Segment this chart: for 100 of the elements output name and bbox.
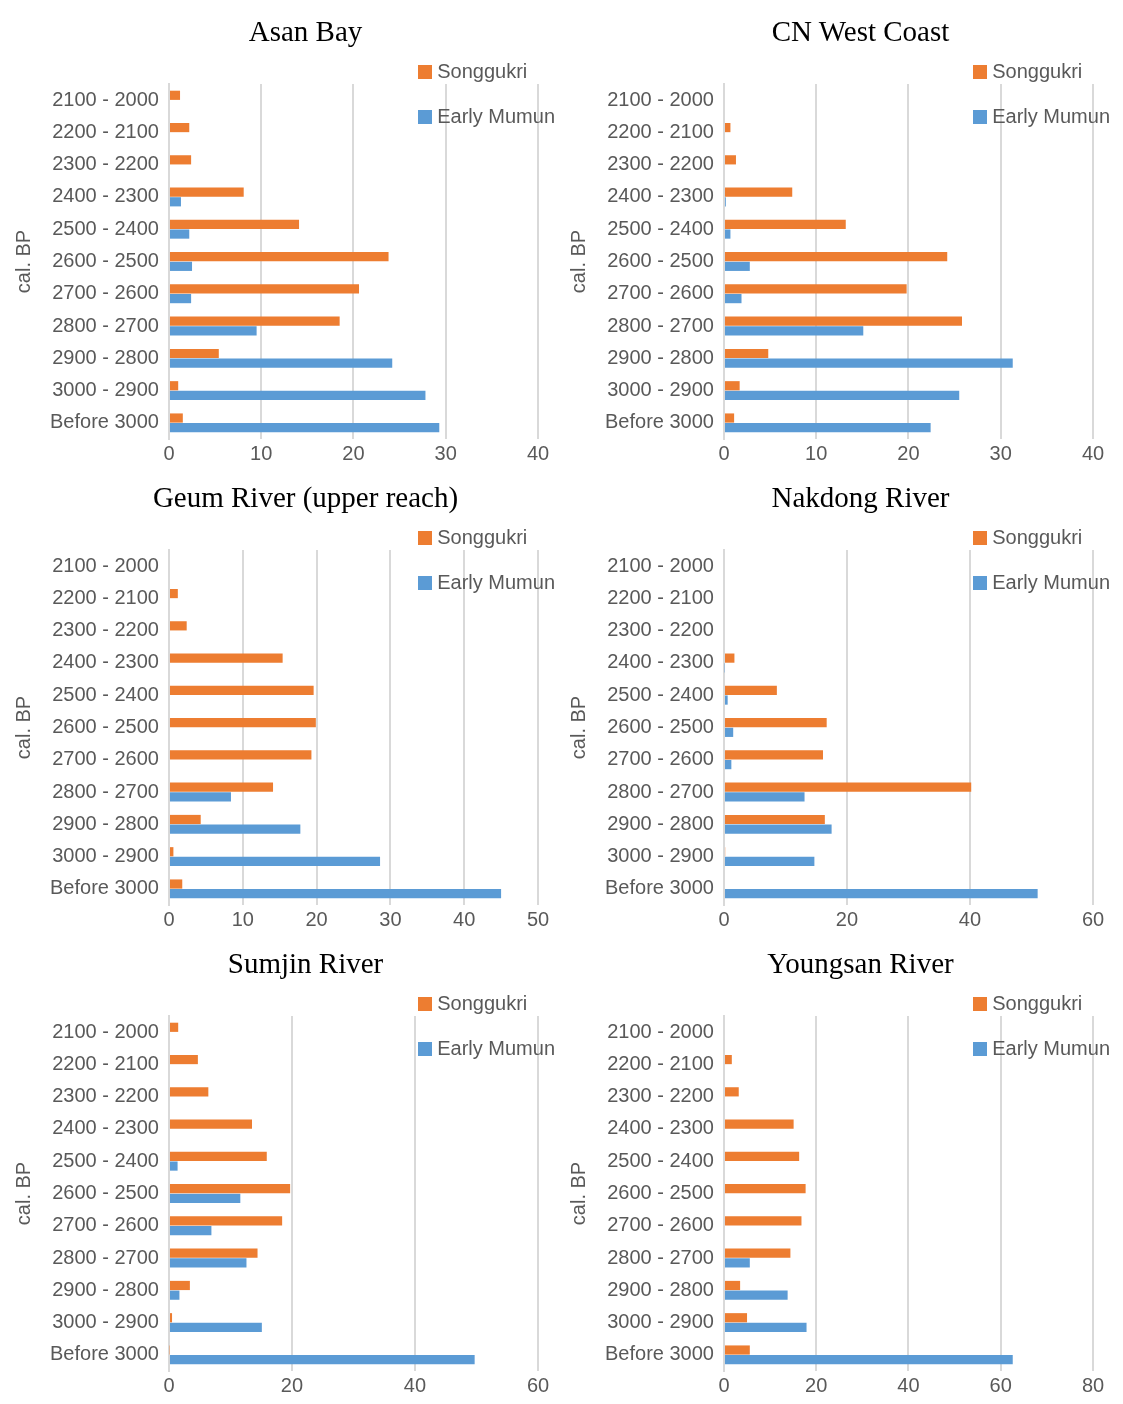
bar (724, 814, 825, 825)
bar (724, 326, 864, 336)
x-tick-label: 10 (805, 441, 828, 464)
bar (724, 284, 907, 294)
y-tick-label: 2400 - 2300 (52, 1116, 159, 1139)
bar (724, 718, 827, 728)
bar (724, 381, 740, 391)
bar (724, 390, 960, 401)
legend-label: Songgukri (992, 60, 1083, 83)
y-tick-label: 2200 - 2100 (607, 119, 714, 142)
x-tick-label: 20 (897, 441, 920, 464)
y-tick-label: 2200 - 2100 (52, 1051, 159, 1074)
y-tick-label: 2600 - 2500 (52, 1181, 159, 1204)
y-tick-label: 2300 - 2200 (52, 152, 159, 175)
y-tick-label: 2900 - 2800 (607, 1277, 714, 1300)
bar (169, 197, 181, 207)
y-tick-label: 2600 - 2500 (52, 715, 159, 738)
y-tick-label: 2200 - 2100 (607, 585, 714, 608)
bar (724, 1280, 741, 1291)
bar (169, 718, 316, 728)
x-tick-label: 80 (1081, 1373, 1105, 1396)
bar (169, 326, 257, 336)
bar (724, 413, 735, 423)
y-tick-label: 3000 - 2900 (52, 844, 159, 867)
bar (724, 316, 962, 326)
x-tick-label: 10 (231, 907, 254, 930)
y-tick-label: 2500 - 2400 (607, 216, 714, 239)
y-tick-label: 2100 - 2000 (607, 553, 714, 576)
legend-label: Early Mumun (437, 1037, 555, 1060)
x-tick-label: 20 (280, 1373, 304, 1396)
bar (724, 1355, 1013, 1365)
y-tick-label: 2400 - 2300 (607, 650, 714, 673)
bar (169, 252, 389, 262)
bar (169, 1054, 198, 1065)
bar (169, 90, 181, 100)
y-tick-label: 2400 - 2300 (52, 650, 159, 673)
y-tick-label: 3000 - 2900 (607, 378, 714, 401)
bar (169, 294, 192, 304)
bar (724, 187, 793, 197)
y-tick-label: 2700 - 2600 (52, 1213, 159, 1236)
bar (169, 685, 314, 695)
bar (169, 423, 440, 433)
bar (169, 782, 274, 792)
bar (724, 1345, 750, 1355)
bar (169, 588, 178, 599)
legend-label: Early Mumun (992, 571, 1110, 594)
y-tick-label: 2400 - 2300 (607, 184, 714, 207)
bar (169, 261, 193, 271)
x-tick-label: 30 (379, 907, 402, 930)
bar (724, 1087, 739, 1097)
x-tick-label: 40 (453, 907, 476, 930)
bar (724, 358, 1013, 368)
x-tick-label: 20 (342, 441, 365, 464)
bar (724, 1054, 732, 1065)
y-tick-label: 2400 - 2300 (52, 184, 159, 207)
y-tick-label: 2900 - 2800 (607, 345, 714, 368)
bar (169, 1216, 283, 1226)
legend-label: Early Mumun (992, 1037, 1110, 1060)
y-tick-label: Before 3000 (49, 1342, 159, 1365)
bar (169, 390, 426, 401)
y-tick-label: 2600 - 2500 (607, 249, 714, 272)
y-tick-label: 2700 - 2600 (52, 281, 159, 304)
bar (724, 653, 735, 663)
bar (724, 294, 742, 304)
bar (169, 155, 192, 165)
x-tick-label: 50 (526, 907, 550, 930)
bar (724, 122, 731, 133)
y-tick-label: 2200 - 2100 (52, 585, 159, 608)
y-tick-label: 2400 - 2300 (607, 1116, 714, 1139)
y-tick-label: 2800 - 2700 (52, 313, 159, 336)
bar (169, 348, 219, 359)
bar (724, 261, 750, 271)
x-tick-label: 60 (989, 1373, 1012, 1396)
x-tick-label: 20 (835, 907, 859, 930)
bar (724, 889, 1038, 899)
bar (724, 856, 815, 867)
y-axis-title: cal. BP (11, 1161, 34, 1226)
y-tick-label: 2800 - 2700 (607, 1245, 714, 1268)
y-axis-title: cal. BP (566, 229, 589, 294)
x-tick-label: 40 (1081, 441, 1105, 464)
legend-label: Songgukri (437, 60, 528, 83)
x-tick-label: 10 (250, 441, 273, 464)
x-tick-label: 40 (958, 907, 982, 930)
bar (724, 760, 732, 770)
bar (169, 284, 360, 294)
x-tick-label: 60 (526, 1373, 550, 1396)
bar (169, 122, 190, 133)
bar (724, 229, 731, 239)
bar (169, 792, 231, 802)
x-tick-label: 0 (163, 1373, 175, 1396)
bar (169, 889, 502, 899)
bar (169, 1248, 258, 1258)
y-tick-label: 2200 - 2100 (52, 119, 159, 142)
y-tick-label: 3000 - 2900 (607, 1310, 714, 1333)
y-tick-label: 2500 - 2400 (52, 682, 159, 705)
legend-label: Songgukri (992, 526, 1083, 549)
x-tick-label: 60 (1081, 907, 1105, 930)
bar (724, 782, 972, 792)
legend-label: Songgukri (437, 526, 528, 549)
y-tick-label: 2900 - 2800 (52, 345, 159, 368)
